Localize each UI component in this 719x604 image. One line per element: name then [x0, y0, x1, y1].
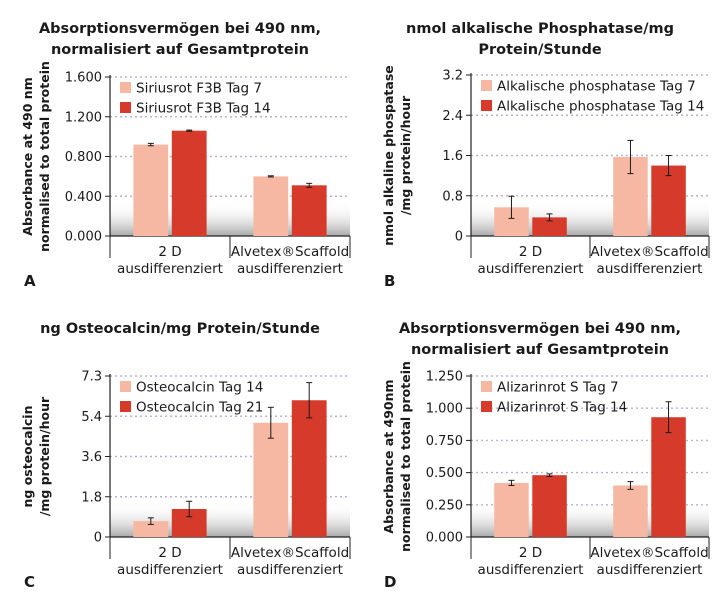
y-tick-label: 1.600 — [65, 71, 102, 86]
bar-series2 — [171, 130, 207, 236]
chart-title: normalisiert auf Gesamtprotein — [51, 42, 309, 58]
legend-swatch — [481, 80, 492, 91]
y-tick-label: 0.400 — [65, 190, 102, 205]
y-tick-label: 0.750 — [426, 434, 463, 449]
y-tick-label: 2.4 — [442, 109, 463, 124]
legend-swatch — [120, 401, 131, 412]
x-category-label: 2 D — [158, 244, 181, 260]
y-tick-label: 0.000 — [426, 531, 463, 546]
bar-series1 — [133, 521, 169, 537]
y-tick-label: 0.8 — [442, 189, 463, 204]
panel-c: 01.83.65.47.32 DausdifferenziertAlvetex®… — [20, 321, 351, 591]
legend-label: Siriusrot F3B Tag 7 — [136, 81, 262, 97]
x-category-label: 2 D — [519, 545, 542, 561]
y-tick-label: 0.800 — [65, 150, 102, 165]
panel-b: 00.81.62.43.22 DausdifferenziertAlvetex®… — [381, 21, 710, 290]
y-tick-label: 0 — [94, 531, 102, 546]
x-category-label: 2 D — [519, 244, 542, 260]
x-category-label: ausdifferenziert — [237, 562, 343, 578]
y-tick-label: 1.8 — [81, 490, 102, 505]
y-tick-label: 0.500 — [426, 466, 463, 481]
legend-label: Alizarinrot S Tag 14 — [497, 400, 627, 416]
legend-label: Alizarinrot S Tag 7 — [497, 380, 619, 396]
chart-title: ng Osteocalcin/mg Protein/Stunde — [40, 321, 320, 337]
chart-title: Absorptionsvermögen bei 490 nm, — [399, 321, 681, 337]
y-axis-label: /mg protein/hour — [37, 396, 52, 516]
bar-series2 — [651, 165, 686, 236]
y-axis-label: normalised to total protein — [37, 61, 52, 252]
legend-label: Alkalische phosphatase Tag 14 — [497, 99, 704, 115]
legend-label: Siriusrot F3B Tag 14 — [136, 101, 271, 117]
y-tick-label: 3.2 — [442, 69, 463, 84]
chart-title: normalisiert auf Gesamtprotein — [411, 342, 669, 358]
y-tick-label: 0 — [455, 230, 463, 245]
bar-series2 — [532, 475, 567, 537]
legend-swatch — [481, 381, 492, 392]
bar-series1 — [253, 422, 289, 537]
bar-series2 — [291, 400, 327, 537]
chart-title: Protein/Stunde — [478, 42, 601, 58]
y-axis-label: normalised to total protein — [398, 361, 413, 552]
x-category-label: Alvetex®Scaffold — [231, 545, 349, 561]
legend-swatch — [120, 381, 131, 392]
x-category-label: ausdifferenziert — [237, 261, 343, 277]
x-category-label: Alvetex®Scaffold — [590, 545, 708, 561]
chart-title: nmol alkalische Phosphatase/mg — [406, 21, 674, 37]
x-category-label: ausdifferenziert — [478, 562, 584, 578]
panel-letter: D — [384, 573, 396, 591]
y-axis-label: Absorbance at 490 nm — [20, 77, 35, 235]
y-tick-label: 0.000 — [65, 230, 102, 245]
y-axis-label: /mg protein/hour — [398, 95, 413, 215]
x-category-label: ausdifferenziert — [117, 261, 223, 277]
x-category-label: Alvetex®Scaffold — [590, 244, 708, 260]
y-tick-label: 7.3 — [81, 370, 102, 385]
panel-letter: B — [384, 272, 395, 290]
legend-swatch — [120, 82, 131, 93]
legend-swatch — [481, 401, 492, 412]
legend-label: Alkalische phosphatase Tag 7 — [497, 79, 696, 95]
bar-series2 — [291, 185, 327, 236]
bar-series2 — [651, 417, 686, 537]
y-tick-label: 3.6 — [81, 450, 102, 465]
legend-label: Osteocalcin Tag 14 — [136, 380, 263, 396]
y-tick-label: 1.000 — [426, 402, 463, 417]
y-axis-label: ng osteocalcin — [20, 406, 35, 508]
y-axis-label: Absorbance at 490nm — [381, 379, 396, 533]
y-tick-label: 1.6 — [442, 149, 463, 164]
bar-series1 — [133, 144, 169, 236]
y-tick-label: 0.250 — [426, 498, 463, 513]
y-tick-label: 5.4 — [81, 410, 102, 425]
chart-title: Absorptionsvermögen bei 490 nm, — [39, 21, 321, 37]
x-category-label: ausdifferenziert — [478, 261, 584, 277]
y-axis-label: nmol alkaline phospatase — [381, 65, 396, 246]
panel-letter: C — [24, 573, 35, 591]
panel-letter: A — [24, 272, 36, 290]
legend-label: Osteocalcin Tag 21 — [136, 400, 263, 416]
bar-series1 — [253, 176, 289, 236]
x-category-label: 2 D — [158, 545, 181, 561]
bar-series1 — [613, 485, 648, 537]
legend-swatch — [481, 100, 492, 111]
x-category-label: ausdifferenziert — [597, 562, 703, 578]
bar-series1 — [494, 482, 529, 537]
bar-series2 — [532, 217, 567, 236]
x-category-label: ausdifferenziert — [117, 562, 223, 578]
legend-swatch — [120, 102, 131, 113]
y-tick-label: 1.200 — [65, 110, 102, 125]
y-tick-label: 1.250 — [426, 370, 463, 385]
x-category-label: ausdifferenziert — [597, 261, 703, 277]
x-category-label: Alvetex®Scaffold — [231, 244, 349, 260]
